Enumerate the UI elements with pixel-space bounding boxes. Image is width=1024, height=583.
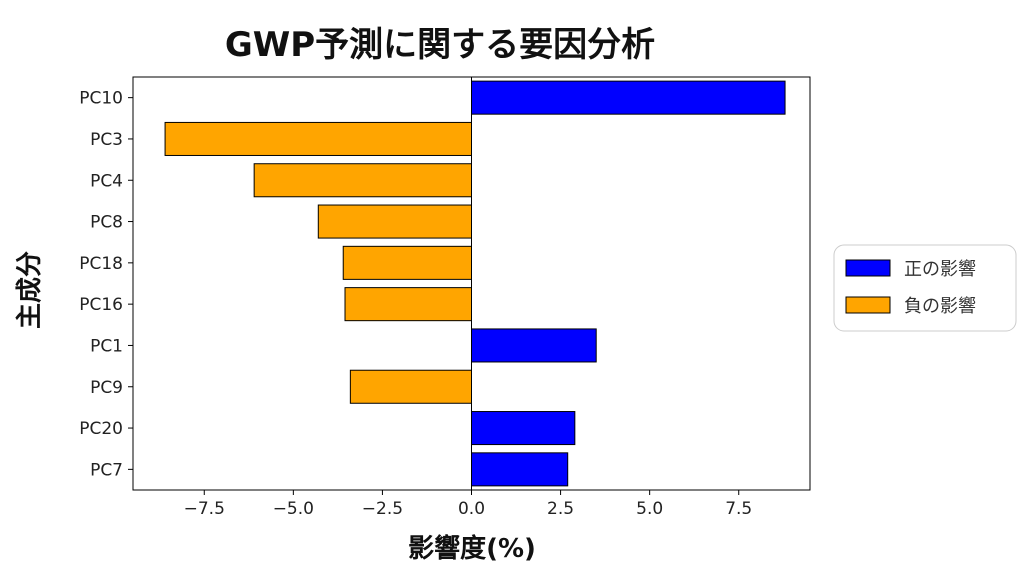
y-tick-label: PC9 [90,378,123,398]
y-tick-label: PC18 [79,254,123,274]
x-tick-label: −5.0 [273,499,314,519]
x-axis: −7.5 −5.0 −2.5 0.0 2.5 5.0 7.5 [184,490,752,519]
y-tick-label: PC20 [79,419,123,439]
y-tick-label: PC10 [79,89,123,109]
bar-pc1 [471,328,597,363]
x-tick-label: −7.5 [184,499,225,519]
x-tick-label: 2.5 [547,499,574,519]
y-tick-label: PC7 [90,460,123,480]
y-tick-label: PC8 [90,213,123,233]
bar-pc3 [164,121,472,156]
legend-box [833,244,1017,332]
y-axis: PC10 PC3 PC4 PC8 PC18 PC16 PC1 PC9 PC20 PC7 [79,89,133,480]
bar-pc7 [471,452,569,487]
x-tick-label: 5.0 [636,499,663,519]
legend-swatch-negative [845,296,891,314]
bar-pc10 [471,80,786,115]
x-tick-label: 7.5 [725,499,752,519]
legend-swatch-positive [845,259,891,277]
bar-pc20 [471,411,576,446]
bar-pc4 [253,163,472,198]
x-tick-label: 0.0 [458,499,485,519]
legend: 正の影響 負の影響 [833,244,1017,332]
bar-pc18 [342,245,472,280]
bar-pc16 [344,287,473,322]
bar-pc8 [317,204,472,239]
y-axis-label: 主成分 [15,251,45,329]
x-axis-label: 影響度(%) [408,533,536,564]
x-tick-label: −2.5 [362,499,403,519]
y-tick-label: PC4 [90,171,123,191]
legend-label-negative: 負の影響 [904,296,976,317]
bars [164,80,786,487]
y-tick-label: PC3 [90,130,123,150]
legend-label-positive: 正の影響 [904,259,976,280]
chart-title: GWP予測に関する要因分析 [225,25,655,65]
y-tick-label: PC1 [90,336,123,356]
bar-pc9 [349,369,472,404]
y-tick-label: PC16 [79,295,123,315]
